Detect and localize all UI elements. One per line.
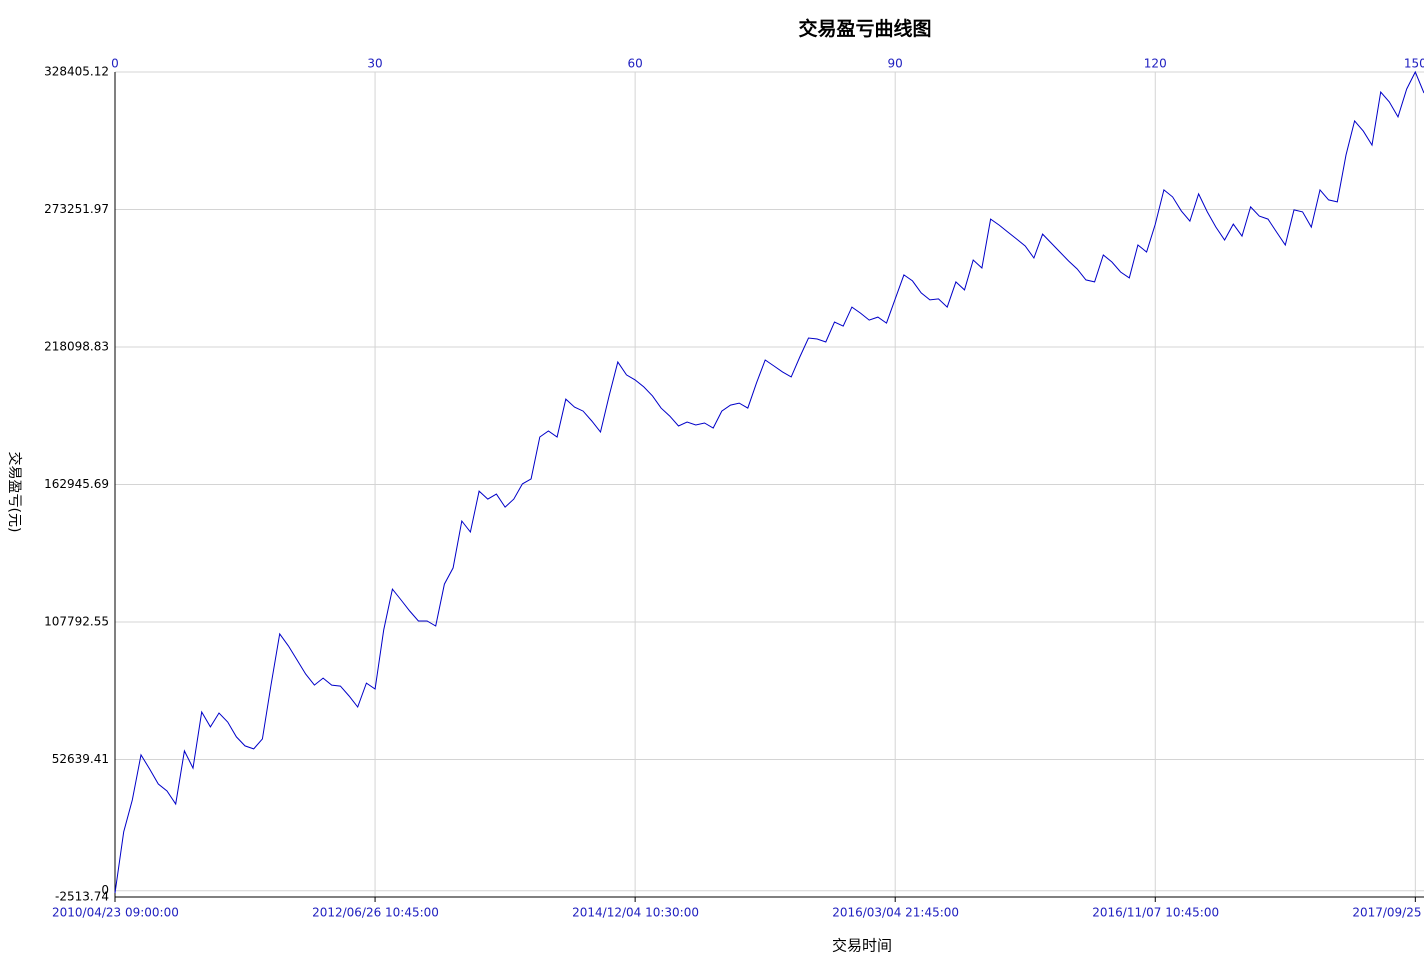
y-tick-label: 328405.12 xyxy=(44,65,109,79)
y-tick-label: -2513.74 xyxy=(55,890,109,904)
y-tick-label: 273251.97 xyxy=(44,202,109,216)
x-tick-label: 2017/09/25 1 xyxy=(1352,906,1424,920)
line-series xyxy=(114,70,1424,894)
y-tick-label: 107792.55 xyxy=(44,615,109,629)
x-tick-label: 2016/11/07 10:45:00 xyxy=(1092,906,1219,920)
x-top-tick-label: 90 xyxy=(888,57,903,71)
x-top-tick-label: 150 xyxy=(1404,57,1424,71)
x-tick-label: 2012/06/26 10:45:00 xyxy=(312,906,439,920)
x-top-tick-label: 120 xyxy=(1144,57,1167,71)
x-top-tick-label: 60 xyxy=(627,57,642,71)
y-tick-label: 218098.83 xyxy=(44,340,109,354)
y-tick-label: 52639.41 xyxy=(52,752,109,766)
chart-title: 交易盈亏曲线图 xyxy=(798,17,931,40)
x-top-tick-label: 0 xyxy=(111,57,119,71)
y-axis-label: 交易盈亏(元) xyxy=(6,452,23,533)
x-axis-label: 交易时间 xyxy=(832,937,892,955)
x-top-tick-label: 30 xyxy=(367,57,382,71)
y-tick-label: 0 xyxy=(101,883,109,897)
x-tick-label: 2016/03/04 21:45:00 xyxy=(832,906,959,920)
x-tick-label: 2010/04/23 09:00:00 xyxy=(52,906,179,920)
x-tick-label: 2014/12/04 10:30:00 xyxy=(572,906,699,920)
y-tick-label: 162945.69 xyxy=(44,477,109,491)
